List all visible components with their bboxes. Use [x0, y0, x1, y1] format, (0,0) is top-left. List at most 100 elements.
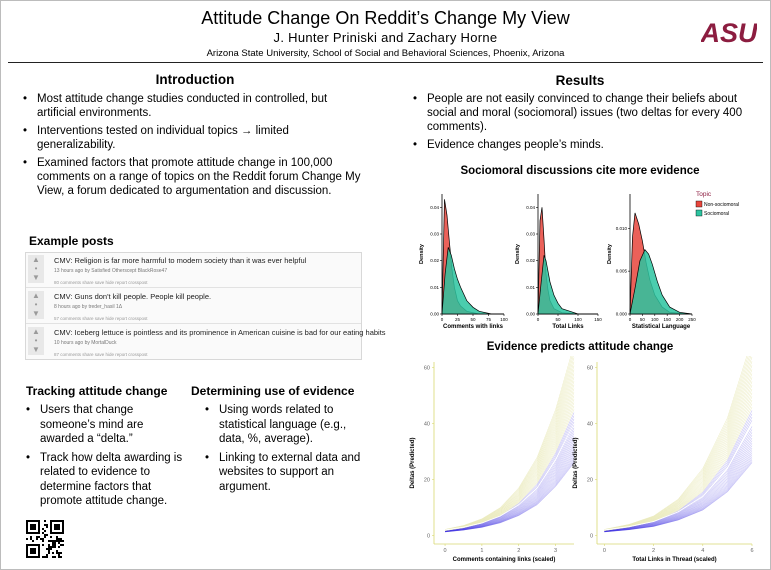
qr-module — [62, 526, 64, 528]
qr-module — [52, 540, 54, 542]
deltas-x-tick-label: 3 — [554, 548, 557, 554]
post-meta: 8 hours ago by treder_hasil 1Δ — [54, 304, 123, 310]
density-x-tick-label: 0 — [441, 317, 444, 322]
evidence-use-bullet: Using words related to statistical langu… — [205, 403, 365, 447]
density-y-tick-label: 0.01 — [430, 285, 439, 290]
density-y-axis-label: Density — [419, 243, 425, 264]
qr-module — [38, 550, 40, 552]
header-divider — [8, 62, 763, 63]
density-area — [537, 255, 598, 315]
qr-module — [60, 544, 62, 546]
deltas-x-tick-label: 4 — [701, 548, 704, 554]
qr-module — [58, 520, 60, 522]
prediction-draw — [445, 438, 575, 532]
prediction-draw — [604, 450, 753, 532]
qr-module — [30, 520, 32, 522]
qr-module — [48, 544, 50, 546]
deltas-y-tick-label: 60 — [587, 366, 593, 372]
vote-arrows: ▲ • ▼ — [28, 327, 44, 355]
qr-module — [34, 548, 36, 550]
density-x-tick-label: 100 — [651, 317, 659, 322]
qr-module — [26, 532, 28, 534]
prediction-draw — [445, 418, 575, 532]
qr-module — [46, 548, 48, 550]
prediction-draw — [604, 456, 753, 532]
vote-arrows: ▲ • ▼ — [28, 291, 44, 319]
example-posts-heading: Example posts — [29, 234, 114, 248]
prediction-draw — [604, 440, 753, 532]
density-charts: 0.00 0.01 0.02 0.03 0.04 0 25 50 75 100 Comments w… — [419, 191, 739, 330]
prediction-draw — [604, 443, 753, 532]
prediction-draw — [445, 441, 575, 532]
qr-module — [42, 528, 44, 530]
deltas-x-axis-label: Total Links in Thread (scaled) — [632, 557, 716, 563]
qr-module — [58, 540, 60, 542]
density-y-tick-label: 0.02 — [430, 258, 439, 263]
poster-affiliation: Arizona State University, School of Soci… — [206, 48, 565, 59]
density-area — [441, 247, 504, 315]
qr-module — [56, 528, 58, 530]
results-bullet: Evidence changes people’s minds. — [413, 138, 763, 152]
qr-module — [58, 542, 60, 544]
qr-module — [54, 520, 56, 522]
qr-module — [56, 552, 58, 554]
results-heading: Results — [555, 73, 605, 88]
qr-module — [30, 526, 32, 528]
qr-module — [44, 520, 46, 522]
post-meta: 10 hours ago by MortalDuck — [54, 340, 117, 346]
qr-module — [62, 528, 64, 530]
qr-module — [60, 538, 62, 540]
tracking-bullet: Track how delta awarding is related to e… — [26, 451, 186, 509]
qr-module — [30, 536, 32, 538]
prediction-draw — [445, 433, 575, 532]
qr-module — [44, 530, 46, 532]
deltas-y-axis-label: Deltas (Predicted) — [410, 437, 416, 488]
qr-module — [30, 528, 32, 530]
qr-module — [38, 536, 40, 538]
qr-module — [52, 542, 54, 544]
qr-module — [38, 556, 40, 558]
qr-module — [50, 546, 52, 548]
qr-module — [60, 520, 62, 522]
density-y-tick-label: 0.00 — [430, 312, 439, 317]
density-x-tick-label: 50 — [555, 317, 561, 322]
qr-module — [58, 528, 60, 530]
qr-module — [32, 524, 34, 526]
density-x-tick-label: 250 — [688, 317, 696, 322]
prediction-draw — [445, 443, 575, 532]
density-chart-title: Sociomoral discussions cite more evidenc… — [460, 165, 700, 177]
density-y-tick-label: 0.04 — [526, 205, 535, 210]
density-y-tick-label: 0.03 — [430, 232, 439, 237]
prediction-draw — [445, 424, 575, 532]
qr-module — [34, 552, 36, 554]
qr-module — [38, 530, 40, 532]
qr-module — [28, 532, 30, 534]
qr-module — [56, 538, 58, 540]
deltas-x-tick-label: 1 — [480, 548, 483, 554]
qr-module — [56, 536, 58, 538]
introduction-heading: Introduction — [155, 72, 235, 87]
qr-module — [26, 556, 28, 558]
qr-module — [36, 520, 38, 522]
qr-module — [26, 554, 28, 556]
qr-module — [52, 544, 54, 546]
prediction-draw — [604, 429, 753, 532]
qr-module — [26, 550, 28, 552]
qr-module — [60, 556, 62, 558]
prediction-draw — [604, 452, 753, 532]
qr-module — [30, 524, 32, 526]
asu-logo-text: ASU — [701, 18, 757, 46]
prediction-draw — [604, 426, 753, 532]
qr-module — [32, 548, 34, 550]
qr-module — [62, 530, 64, 532]
qr-module — [50, 532, 52, 534]
qr-module — [26, 548, 28, 550]
qr-module — [46, 524, 48, 526]
qr-module — [26, 530, 28, 532]
qr-module — [62, 522, 64, 524]
qr-module — [32, 520, 34, 522]
qr-module — [38, 520, 40, 522]
evidence-use-list: Using words related to statistical langu… — [205, 403, 365, 498]
density-x-tick-label: 0 — [537, 317, 540, 322]
qr-module — [38, 546, 40, 548]
